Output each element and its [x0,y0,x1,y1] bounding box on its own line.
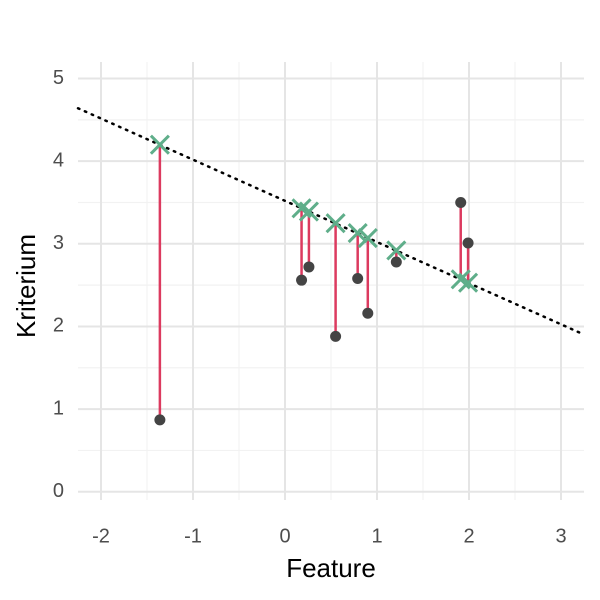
x-tick-label: -1 [184,525,202,547]
predicted-marker [347,223,368,244]
x-tick-label: 3 [555,525,566,547]
x-tick-label: 0 [279,525,290,547]
observed-point [296,274,308,286]
predicted-marker [325,213,346,234]
observed-point [303,261,315,273]
predicted-marker [386,240,407,261]
observed-point [154,414,166,426]
observed-point [330,330,342,342]
predicted-marker [458,272,479,293]
y-tick-label: 1 [53,397,64,419]
y-tick-label: 4 [53,149,64,171]
observed-point [455,196,467,208]
predicted-marker [357,227,378,249]
observed-point [462,237,474,249]
predicted-marker [298,201,319,222]
x-tick-label: 1 [371,525,382,547]
y-axis-title: Kriterium [11,234,41,338]
x-axis-title: Feature [286,553,376,583]
x-tick-label: 2 [463,525,474,547]
observed-point [390,256,402,268]
observed-point [352,273,364,285]
observed-point [362,307,374,319]
y-tick-label: 3 [53,232,64,254]
y-tick-label: 2 [53,315,64,337]
y-tick-label: 0 [53,480,64,502]
y-tick-label: 5 [53,67,64,89]
x-tick-label: -2 [92,525,110,547]
predicted-marker [149,134,170,155]
